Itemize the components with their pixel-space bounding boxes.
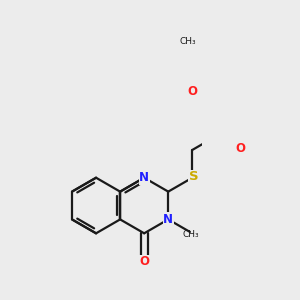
Text: O: O: [187, 85, 197, 98]
Text: CH₃: CH₃: [182, 230, 199, 239]
Text: CH₃: CH₃: [179, 37, 196, 46]
Text: O: O: [235, 142, 245, 155]
Text: S: S: [189, 170, 198, 184]
Text: N: N: [139, 171, 149, 184]
Text: N: N: [163, 213, 173, 226]
Text: O: O: [139, 255, 149, 268]
